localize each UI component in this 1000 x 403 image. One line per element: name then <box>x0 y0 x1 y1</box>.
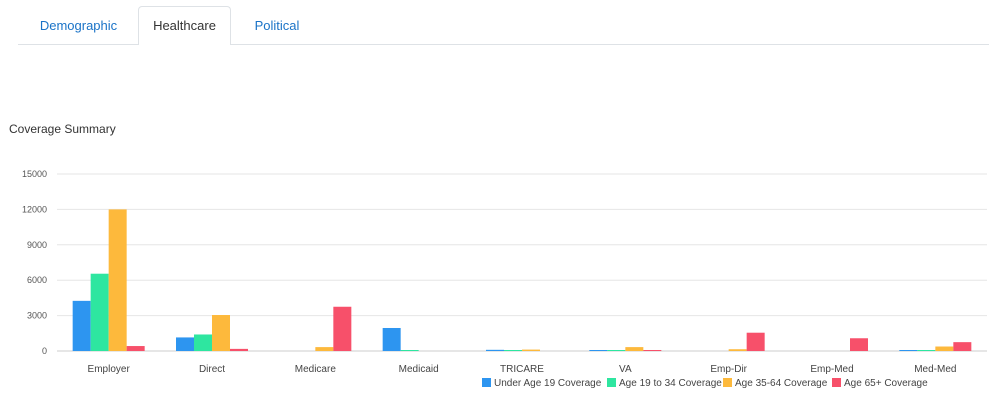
bar-direct-series-1 <box>194 334 212 351</box>
bar-med-med-series-2 <box>935 346 954 351</box>
legend-swatch <box>607 378 616 387</box>
bar-tricare-series-2 <box>522 349 540 351</box>
chart-title: Coverage Summary <box>9 122 116 136</box>
bar-tricare-series-0 <box>486 349 504 351</box>
bar-va-series-1 <box>607 350 626 351</box>
x-tick-label: Direct <box>199 364 225 375</box>
bar-direct-series-2 <box>212 315 230 351</box>
bar-va-series-0 <box>589 350 608 351</box>
y-tick-label: 15000 <box>22 169 47 179</box>
bar-medicaid-series-0 <box>382 327 401 351</box>
y-tick-label: 3000 <box>27 311 47 321</box>
bar-emp-dir-series-3 <box>746 332 765 351</box>
y-tick-label: 0 <box>42 346 47 356</box>
legend-label: Under Age 19 Coverage <box>494 378 602 389</box>
bar-tricare-series-1 <box>504 350 522 351</box>
bar-employer-series-3 <box>126 346 145 351</box>
bar-med-med-series-0 <box>899 350 918 351</box>
x-tick-label: Medicaid <box>399 364 439 375</box>
x-tick-label: VA <box>619 364 632 375</box>
bar-va-series-3 <box>643 350 662 351</box>
x-tick-label: Emp-Dir <box>710 364 747 375</box>
legend-label: Age 19 to 34 Coverage <box>619 378 722 389</box>
y-tick-label: 12000 <box>22 204 47 214</box>
bar-emp-med-series-3 <box>850 338 868 351</box>
y-tick-label: 6000 <box>27 275 47 285</box>
legend-label: Age 35-64 Coverage <box>735 378 828 389</box>
bar-medicaid-series-1 <box>400 350 419 351</box>
bar-medicare-series-3 <box>333 306 352 351</box>
x-tick-label: TRICARE <box>500 364 544 375</box>
bar-medicare-series-2 <box>315 347 334 351</box>
tab-demographic[interactable]: Demographic <box>39 18 118 33</box>
bar-emp-dir-series-2 <box>728 349 747 351</box>
tab-bar: Demographic Healthcare Political <box>18 0 989 45</box>
bar-employer-series-1 <box>90 273 109 351</box>
bar-direct-series-0 <box>176 337 194 351</box>
bar-med-med-series-1 <box>917 350 936 351</box>
x-tick-label: Employer <box>88 364 131 375</box>
bar-va-series-2 <box>625 347 644 351</box>
bar-employer-series-2 <box>108 209 127 351</box>
x-tick-label: Medicare <box>295 364 337 375</box>
legend-label: Age 65+ Coverage <box>844 378 928 389</box>
bar-employer-series-0 <box>72 300 91 351</box>
y-tick-label: 9000 <box>27 240 47 250</box>
legend-swatch <box>482 378 491 387</box>
x-tick-label: Emp-Med <box>810 364 853 375</box>
legend-swatch <box>723 378 732 387</box>
tab-political[interactable]: Political <box>254 18 300 33</box>
x-tick-label: Med-Med <box>914 364 956 375</box>
tab-healthcare[interactable]: Healthcare <box>138 6 231 45</box>
bar-med-med-series-3 <box>953 342 972 351</box>
legend-swatch <box>832 378 841 387</box>
bar-direct-series-3 <box>230 348 248 351</box>
